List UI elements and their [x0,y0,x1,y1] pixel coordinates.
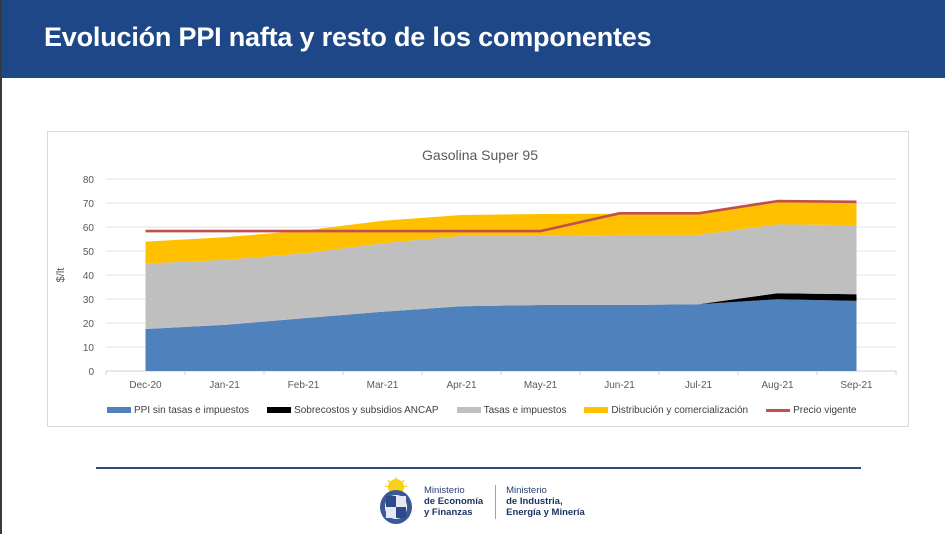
x-tick-label: Feb-21 [288,380,320,391]
legend-item: Tasas e impuestos [456,404,567,416]
y-tick-label: 40 [83,271,95,282]
y-tick-label: 70 [83,199,95,210]
line-series [145,199,857,233]
legend-item: Distribución y comercialización [584,405,748,416]
x-tick-label: Jan-21 [209,380,240,391]
legend-item: Sobrecostos y subsidios ANCAP [267,405,439,416]
slide-title: Evolución PPI nafta y resto de los compo… [44,22,652,52]
legend-item: PPI sin tasas e impuestos [107,405,249,416]
x-tick-label: Sep-21 [840,380,873,391]
legend-swatch [456,407,481,413]
y-tick-label: 10 [83,343,95,354]
x-tick-label: Jul-21 [685,380,713,391]
y-tick-label: 0 [88,367,94,378]
footer-logos: Ministerio de Economía y Finanzas Minist… [376,474,585,529]
x-axis-ticks: Dec-20 Jan-21 Feb-21 Mar-21 Apr-21 May-21 Jun-… [105,371,897,391]
legend-label: Precio vigente [793,404,857,416]
chart-title: Gasolina Super 95 [422,147,538,163]
y-tick-label: 50 [83,247,95,258]
y-tick-label: 20 [83,319,95,330]
x-tick-label: May-21 [524,380,558,391]
legend-swatch [766,408,791,412]
legend-swatch [107,407,131,413]
uruguay-coat-of-arms-icon [380,476,412,524]
legend-swatch [267,407,292,413]
ministry-economia: Ministerio de Economía y Finanzas [424,485,484,518]
legend-label: Distribución y comercialización [611,404,749,416]
window-edge [0,0,2,534]
footer-divider [96,467,861,469]
x-tick-label: Aug-21 [761,380,794,391]
logo-separator [495,484,497,519]
line-precio-vigente [145,199,857,233]
area-sobrecostos-y-subsidios-ancap [145,293,857,329]
legend-label: Sobrecostos y subsidios ANCAP [294,404,439,416]
legend-label: PPI sin tasas e impuestos [134,404,250,416]
legend-label: Tasas e impuestos [483,404,567,416]
x-tick-label: Mar-21 [367,380,399,391]
chart-legend: PPI sin tasas e impuestos Sobrecostos y s… [107,402,875,418]
x-tick-label: Apr-21 [446,380,476,391]
y-tick-label: 30 [83,295,95,306]
area-ppi-sin-tasas-e-impuestos [145,299,857,371]
ministry-industria: Ministerio de Industria, Energía y Miner… [506,485,585,518]
legend-item: Precio vigente [766,404,857,416]
y-tick-label: 80 [83,175,95,186]
x-tick-label: Dec-20 [129,380,162,391]
y-axis-ticks: 0 10 20 30 40 50 60 70 80 [83,175,95,378]
y-tick-label: 60 [83,223,95,234]
x-tick-label: Jun-21 [604,380,635,391]
chart-container: Gasolina Super 95 0 10 20 30 40 50 60 70 80 Dec-… [47,131,909,427]
y-axis-label: $/lt [55,268,67,283]
slide-header: Evolución PPI nafta y resto de los compo… [2,0,945,78]
legend-swatch [584,407,609,413]
stacked-area-chart: Gasolina Super 95 0 10 20 30 40 50 60 70 80 Dec-… [55,147,897,391]
area-tasas-e-impuestos [145,224,857,329]
